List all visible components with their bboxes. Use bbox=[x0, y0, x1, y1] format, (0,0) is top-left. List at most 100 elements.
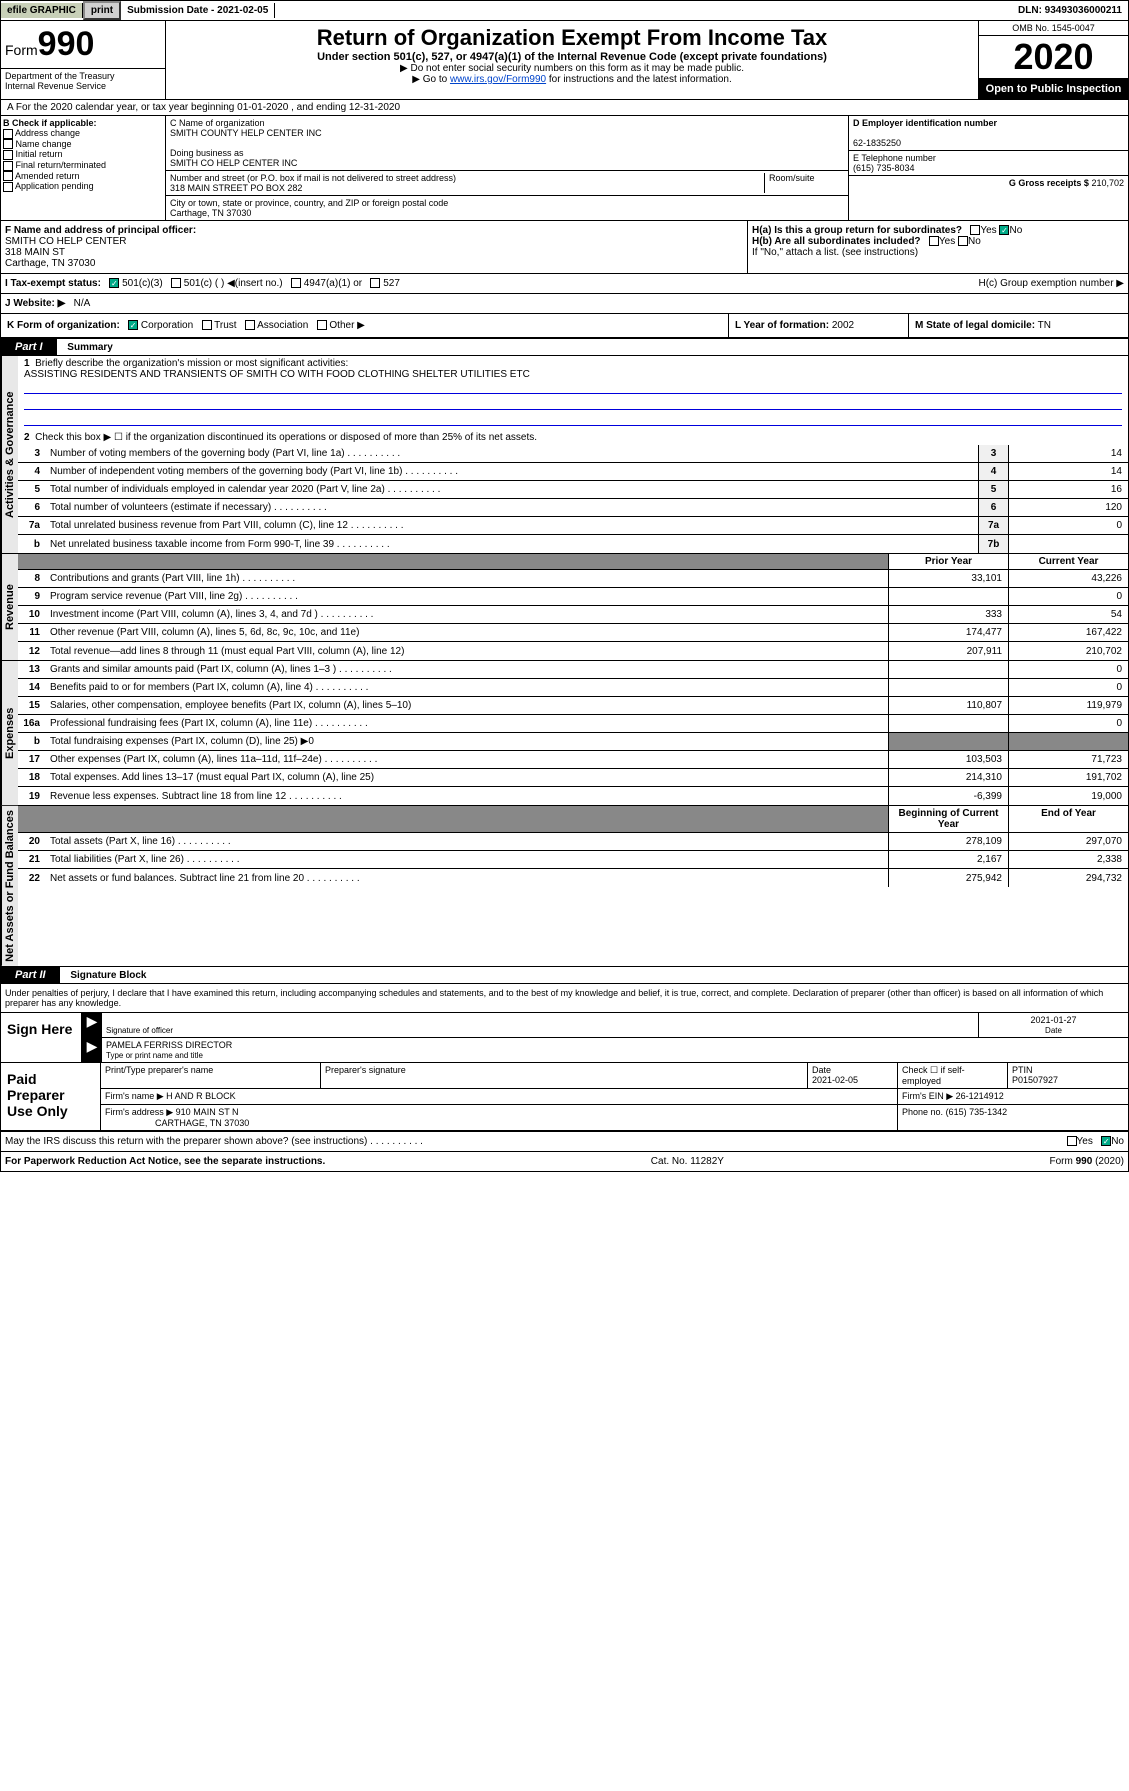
officer-name: PAMELA FERRISS DIRECTORType or print nam… bbox=[102, 1038, 1128, 1062]
form-header: Form990 Department of the Treasury Inter… bbox=[0, 21, 1129, 100]
line-1: 1 Briefly describe the organization's mi… bbox=[18, 356, 1128, 430]
irs-link[interactable]: www.irs.gov/Form990 bbox=[450, 74, 546, 85]
cb-other[interactable] bbox=[317, 320, 327, 330]
box-k: K Form of organization: ✓ Corporation Tr… bbox=[1, 314, 728, 337]
line-13-desc: Grants and similar amounts paid (Part IX… bbox=[46, 664, 888, 675]
line-2: 2 Check this box ▶ ☐ if the organization… bbox=[18, 430, 1128, 445]
line-7b-val bbox=[1008, 535, 1128, 553]
cb-name-change[interactable]: Name change bbox=[3, 139, 163, 150]
rev-section-label: Revenue bbox=[1, 554, 18, 660]
line-5-desc: Total number of individuals employed in … bbox=[46, 484, 978, 495]
cb-trust[interactable] bbox=[202, 320, 212, 330]
box-l: L Year of formation: 2002 bbox=[728, 314, 908, 337]
cb-501c[interactable] bbox=[171, 278, 181, 288]
form-note2: ▶ Go to www.irs.gov/Form990 for instruct… bbox=[170, 74, 974, 85]
preparer-sig-header: Preparer's signature bbox=[321, 1063, 808, 1088]
cb-4947[interactable] bbox=[291, 278, 301, 288]
box-j: J Website: ▶ N/A bbox=[1, 294, 1128, 314]
discuss-yes[interactable] bbox=[1067, 1136, 1077, 1146]
line-8-py: 33,101 bbox=[888, 570, 1008, 587]
part1-title: Summary bbox=[59, 340, 121, 355]
preparer-date: Date2021-02-05 bbox=[808, 1063, 898, 1088]
end-year-header: End of Year bbox=[1008, 806, 1128, 832]
line-6-val: 120 bbox=[1008, 499, 1128, 516]
box-f: F Name and address of principal officer:… bbox=[1, 221, 748, 273]
self-employed-check[interactable]: Check ☐ if self-employed bbox=[898, 1063, 1008, 1088]
line-13-cy: 0 bbox=[1008, 661, 1128, 678]
net-section-label: Net Assets or Fund Balances bbox=[1, 806, 18, 966]
line-9-desc: Program service revenue (Part VIII, line… bbox=[46, 591, 888, 602]
org-name-cell: C Name of organization SMITH COUNTY HELP… bbox=[166, 116, 848, 171]
city-cell: City or town, state or province, country… bbox=[166, 196, 848, 220]
line-4-val: 14 bbox=[1008, 463, 1128, 480]
part2-header: Part II bbox=[1, 967, 60, 983]
cb-app-pending[interactable]: Application pending bbox=[3, 181, 163, 192]
line-13-py bbox=[888, 661, 1008, 678]
cb-final-return[interactable]: Final return/terminated bbox=[3, 160, 163, 171]
line-5-val: 16 bbox=[1008, 481, 1128, 498]
form-note1: ▶ Do not enter social security numbers o… bbox=[170, 63, 974, 74]
cb-527[interactable] bbox=[370, 278, 380, 288]
discuss-no[interactable]: ✓ bbox=[1101, 1136, 1111, 1146]
sig-officer-field[interactable]: Signature of officer bbox=[102, 1013, 978, 1037]
cb-amended-return[interactable]: Amended return bbox=[3, 171, 163, 182]
paid-preparer-label: Paid Preparer Use Only bbox=[1, 1063, 101, 1130]
gov-section-label: Activities & Governance bbox=[1, 356, 18, 553]
ein-cell: D Employer identification number 62-1835… bbox=[849, 116, 1128, 151]
omb-number: OMB No. 1545-0047 bbox=[979, 21, 1128, 36]
box-m: M State of legal domicile: TN bbox=[908, 314, 1128, 337]
page-footer: For Paperwork Reduction Act Notice, see … bbox=[0, 1152, 1129, 1172]
line-14-py bbox=[888, 679, 1008, 696]
line-11-cy: 167,422 bbox=[1008, 624, 1128, 641]
line-12-py: 207,911 bbox=[888, 642, 1008, 660]
line-8-cy: 43,226 bbox=[1008, 570, 1128, 587]
line-17-cy: 71,723 bbox=[1008, 751, 1128, 768]
open-inspection: Open to Public Inspection bbox=[979, 79, 1128, 99]
line-6-desc: Total number of volunteers (estimate if … bbox=[46, 502, 978, 513]
current-year-header: Current Year bbox=[1008, 554, 1128, 569]
form-label: Form990 bbox=[1, 21, 165, 68]
sig-date: 2021-01-27Date bbox=[978, 1013, 1128, 1037]
print-button[interactable]: print bbox=[83, 1, 121, 20]
line-20-desc: Total assets (Part X, line 16) bbox=[46, 836, 888, 847]
line-14-desc: Benefits paid to or for members (Part IX… bbox=[46, 682, 888, 693]
arrow-icon: ▶ bbox=[82, 1038, 102, 1062]
line-16a-desc: Professional fundraising fees (Part IX, … bbox=[46, 718, 888, 729]
line-20-py: 278,109 bbox=[888, 833, 1008, 850]
line-9-py bbox=[888, 588, 1008, 605]
box-i: I Tax-exempt status: ✓ 501(c)(3) 501(c) … bbox=[1, 274, 1128, 294]
line-12-cy: 210,702 bbox=[1008, 642, 1128, 660]
gross-cell: G Gross receipts $ 210,702 bbox=[849, 176, 1128, 190]
form-subtitle: Under section 501(c), 527, or 4947(a)(1)… bbox=[170, 51, 974, 63]
line-21-cy: 2,338 bbox=[1008, 851, 1128, 868]
part2-title: Signature Block bbox=[62, 968, 154, 983]
firm-address: Firm's address ▶ 910 MAIN ST N CARTHAGE,… bbox=[101, 1105, 898, 1130]
cb-assoc[interactable] bbox=[245, 320, 255, 330]
line-16a-py bbox=[888, 715, 1008, 732]
cb-corp[interactable]: ✓ bbox=[128, 320, 138, 330]
line-16b-desc: Total fundraising expenses (Part IX, col… bbox=[46, 736, 888, 747]
exp-section-label: Expenses bbox=[1, 661, 18, 805]
cb-initial-return[interactable]: Initial return bbox=[3, 149, 163, 160]
line-18-cy: 191,702 bbox=[1008, 769, 1128, 786]
dln: DLN: 93493036000211 bbox=[1012, 3, 1128, 18]
box-hc: H(c) Group exemption number ▶ bbox=[978, 278, 1124, 289]
line-7b-desc: Net unrelated business taxable income fr… bbox=[46, 539, 978, 550]
line-11-py: 174,477 bbox=[888, 624, 1008, 641]
line-3-desc: Number of voting members of the governin… bbox=[46, 448, 978, 459]
line-10-cy: 54 bbox=[1008, 606, 1128, 623]
box-b: B Check if applicable: Address change Na… bbox=[1, 116, 166, 220]
line-4-desc: Number of independent voting members of … bbox=[46, 466, 978, 477]
cb-501c3[interactable]: ✓ bbox=[109, 278, 119, 288]
line-15-py: 110,807 bbox=[888, 697, 1008, 714]
firm-ein: Firm's EIN ▶ 26-1214912 bbox=[898, 1089, 1128, 1104]
line-16a-cy: 0 bbox=[1008, 715, 1128, 732]
line-19-desc: Revenue less expenses. Subtract line 18 … bbox=[46, 791, 888, 802]
cb-address-change[interactable]: Address change bbox=[3, 128, 163, 139]
line-18-desc: Total expenses. Add lines 13–17 (must eq… bbox=[46, 772, 888, 783]
firm-phone: Phone no. (615) 735-1342 bbox=[898, 1105, 1128, 1130]
form-title: Return of Organization Exempt From Incom… bbox=[170, 25, 974, 51]
line-8-desc: Contributions and grants (Part VIII, lin… bbox=[46, 573, 888, 584]
discuss-row: May the IRS discuss this return with the… bbox=[0, 1132, 1129, 1152]
line-21-desc: Total liabilities (Part X, line 26) bbox=[46, 854, 888, 865]
